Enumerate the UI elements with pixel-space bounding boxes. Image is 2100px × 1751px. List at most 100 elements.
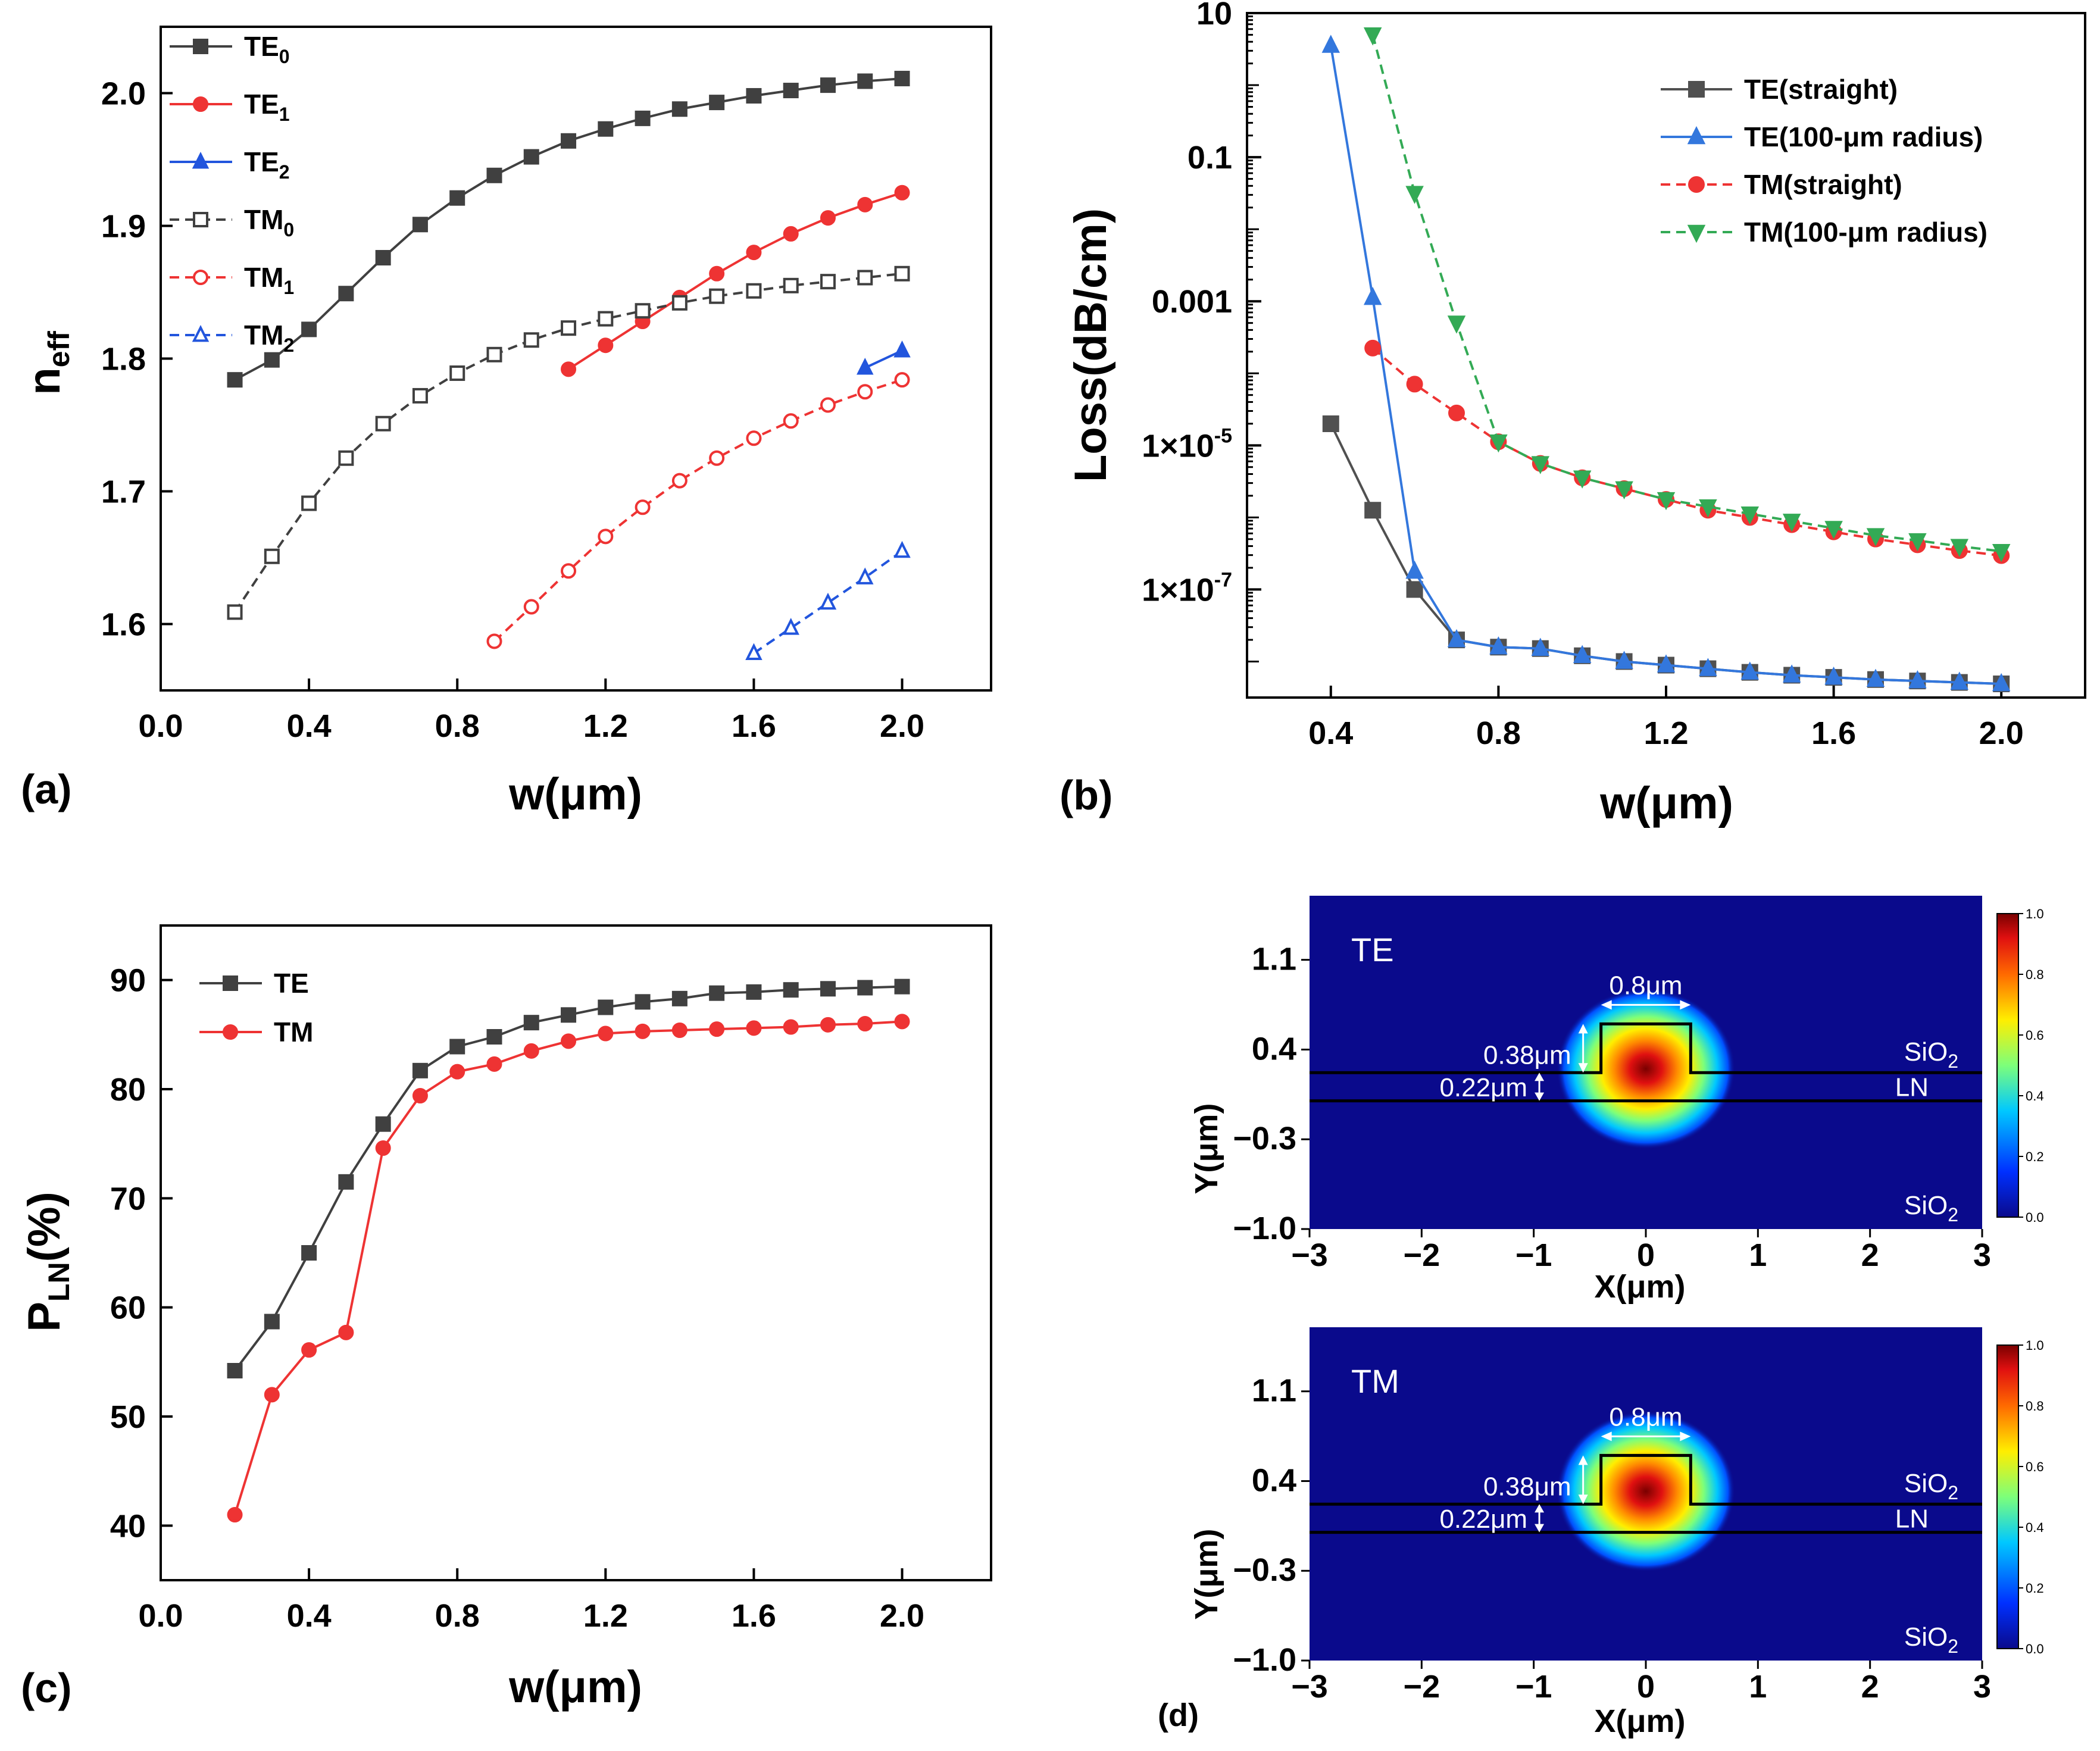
data-point (745, 643, 762, 660)
data-point (635, 303, 651, 319)
data-point (1950, 539, 1969, 557)
panel-b-ylabel: Loss(dB/cm) (1065, 208, 1116, 482)
data-point (561, 1007, 577, 1023)
x-tick-label: 3 (1973, 1237, 1991, 1273)
bottom-cladding-label: SiO2 (1904, 1191, 1958, 1225)
data-point (375, 1140, 391, 1156)
colorbar-tick-label: 0.6 (2026, 1459, 2044, 1474)
data-point (857, 384, 873, 400)
data-point (894, 185, 910, 201)
legend-marker (223, 975, 238, 991)
colorbar-tick-label: 0.0 (2026, 1210, 2044, 1225)
data-point (635, 110, 651, 126)
colorbar-tick-label: 0.8 (2026, 1399, 2044, 1414)
data-point (301, 1245, 317, 1261)
y-tick-label: 70 (110, 1181, 146, 1217)
data-point (820, 981, 836, 997)
data-point (820, 77, 836, 93)
y-tick-label: 90 (110, 963, 146, 999)
data-point (783, 982, 799, 998)
data-point (857, 270, 873, 286)
y-tick-label: 0.4 (1252, 1031, 1296, 1067)
data-point (375, 250, 391, 266)
data-point (1321, 35, 1340, 53)
y-tick-label: 60 (110, 1290, 146, 1326)
data-point (671, 473, 688, 489)
x-tick-label: 0.4 (1308, 715, 1353, 751)
series-line (233, 1020, 902, 1515)
data-point (486, 633, 502, 649)
data-point (820, 397, 836, 413)
data-point (375, 1116, 391, 1132)
panel-a-label: (a) (21, 766, 72, 812)
panel-d-xlabel-bottom: X(μm) (1594, 1703, 1685, 1739)
data-point (264, 352, 280, 368)
series-line (1330, 423, 2002, 685)
data-point (894, 265, 910, 282)
data-point (1824, 666, 1843, 685)
x-tick-label: 0.8 (1476, 715, 1521, 751)
y-tick-label: 40 (110, 1508, 146, 1544)
data-point (671, 990, 688, 1006)
y-tick-label: −1.0 (1233, 1642, 1296, 1678)
data-point (1406, 581, 1423, 598)
data-point (1573, 645, 1592, 664)
x-tick-label: −3 (1291, 1669, 1328, 1705)
mode-label: TM (1351, 1362, 1399, 1400)
data-point (857, 980, 873, 996)
data-point (635, 994, 651, 1010)
data-point (709, 985, 725, 1001)
x-tick-label: 1.2 (583, 708, 628, 744)
data-point (1992, 544, 2011, 562)
data-point (857, 73, 873, 89)
panel-d-xlabel-top: X(μm) (1594, 1269, 1685, 1305)
panel-a-ylabel: neff (19, 331, 76, 395)
rib-height-label: 0.38μm (1483, 1040, 1571, 1070)
data-point (1364, 339, 1382, 357)
data-point (746, 430, 762, 446)
data-point (1824, 521, 1843, 539)
legend-label: TM2 (244, 320, 294, 356)
data-point (746, 283, 762, 299)
data-point (1531, 456, 1550, 474)
x-tick-label: 1.6 (1811, 715, 1856, 751)
legend-marker (1687, 224, 1706, 243)
colorbar-tick-label: 0.4 (2026, 1089, 2044, 1103)
core-label: LN (1895, 1073, 1929, 1102)
legend-marker (223, 1024, 238, 1040)
y-tick-label: 0.1 (1188, 140, 1232, 176)
data-point (1531, 637, 1550, 656)
data-point (486, 1029, 502, 1045)
rib-height-label: 0.38μm (1483, 1472, 1571, 1501)
panel-c-ylabel: PLN(%) (19, 1192, 76, 1332)
colorbar-tick-label: 0.0 (2026, 1641, 2044, 1656)
data-point (227, 372, 243, 388)
x-tick-label: 0.0 (138, 708, 183, 744)
data-point (561, 1033, 577, 1049)
data-point (1322, 415, 1339, 432)
svg-text:PLN(%): PLN(%) (19, 1192, 76, 1332)
data-point (635, 1023, 651, 1039)
data-point (227, 1363, 243, 1378)
data-point (523, 332, 539, 348)
data-point (857, 196, 873, 212)
x-tick-label: −2 (1404, 1669, 1440, 1705)
x-tick-label: 1.2 (1643, 715, 1688, 751)
data-point (412, 387, 428, 404)
data-point (1782, 664, 1801, 683)
y-tick-label: 1.1 (1252, 1373, 1296, 1409)
data-point (301, 495, 317, 511)
x-tick-label: 2 (1861, 1237, 1879, 1273)
x-tick-label: 0.8 (435, 708, 480, 744)
x-tick-label: 0 (1637, 1669, 1655, 1705)
colorbar-tick-label: 0.8 (2026, 967, 2044, 982)
legend-marker (193, 39, 208, 54)
data-point (857, 567, 874, 584)
data-point (1406, 376, 1423, 393)
panel-d-ylabel-top: Y(μm) (1189, 1103, 1224, 1194)
data-point (338, 286, 354, 302)
y-tick-label: 1×10-7 (1142, 568, 1232, 608)
legend-label: TM (274, 1017, 313, 1048)
data-point (1405, 186, 1424, 204)
